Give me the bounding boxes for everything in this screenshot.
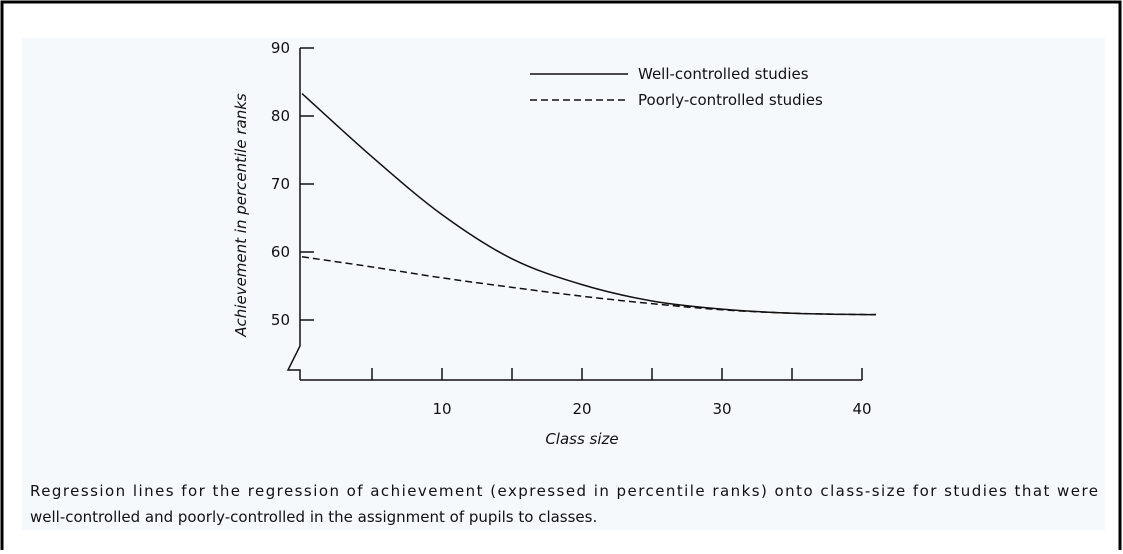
x-tick-label: 10 <box>432 400 451 418</box>
y-axis <box>286 48 301 380</box>
y-tick-label: 80 <box>271 107 290 125</box>
legend-label: Well-controlled studies <box>638 65 809 83</box>
legend-label: Poorly-controlled studies <box>638 91 823 109</box>
panel <box>22 38 1105 530</box>
x-tick-label: 40 <box>852 400 871 418</box>
series-line <box>301 256 877 316</box>
x-axis-label: Class size <box>545 430 618 448</box>
y-tick-label: 70 <box>271 175 290 193</box>
caption-line: Regression lines for the regression of a… <box>30 482 1098 500</box>
x-tick-label: 30 <box>712 400 731 418</box>
y-axis-label: Achievement in percentile ranks <box>232 93 250 338</box>
caption-line: well-controlled and poorly-controlled in… <box>30 508 597 526</box>
x-tick-label: 20 <box>572 400 591 418</box>
y-tick-label: 60 <box>271 243 290 261</box>
y-tick-label: 50 <box>271 311 290 329</box>
y-tick-label: 90 <box>271 39 290 57</box>
